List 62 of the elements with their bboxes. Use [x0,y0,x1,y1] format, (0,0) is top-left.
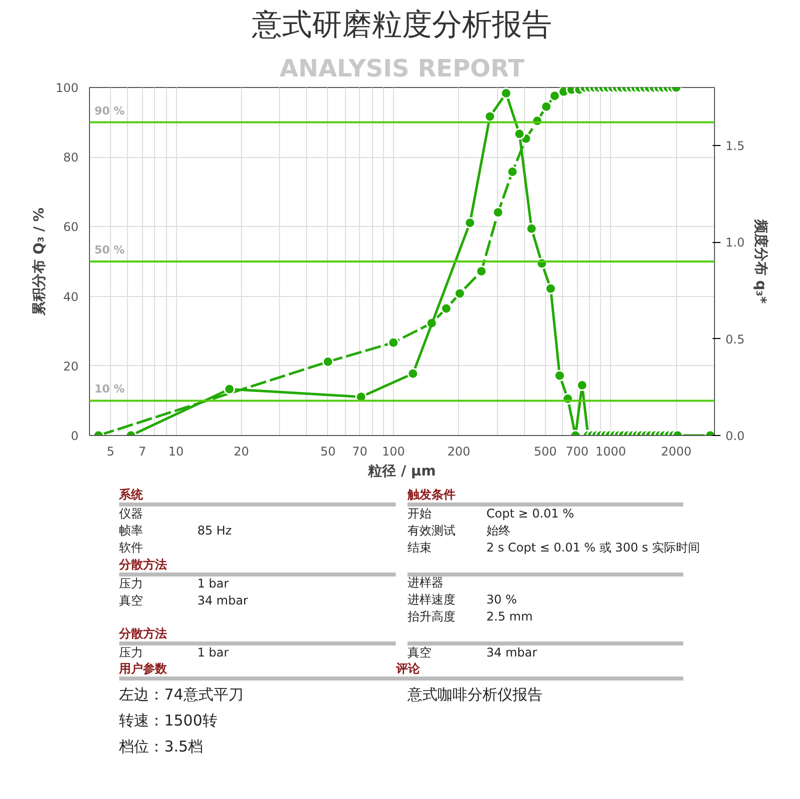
ref-line-label: 90 % [94,104,125,118]
text: 转速：1500转 [119,712,218,730]
x-tick-label: 1000 [596,444,626,458]
text: 软件 [119,540,144,554]
text: 用户参数 [118,662,168,676]
text: 档位：3.5档 [118,738,204,756]
text: 85 Hz [197,524,232,538]
text: 2 s Copt ≤ 0.01 % 或 300 s 实际时间 [486,540,700,554]
text: 意式咖啡分析仪报告 [406,686,542,704]
x-tick-label: 200 [447,444,470,458]
text: 34 mbar [486,646,538,660]
text: 分散方法 [118,558,168,572]
text: 系统 [118,488,144,502]
text: 分散方法 [118,626,168,640]
y2-tick-label: 1.5 [726,139,745,153]
y-tick-label: 20 [63,359,79,374]
text: 真空 [407,646,432,660]
y-axis-title: 累积分布 Q₃ / % [32,208,48,316]
x-tick-label: 50 [320,444,336,458]
x-tick-label: 10 [168,444,184,458]
text: 有效测试 [407,524,456,538]
text: 进样器 [407,576,444,590]
y2-tick-label: 0.0 [726,429,745,443]
y-tick-label: 40 [63,290,79,304]
text: 压力 [119,646,144,660]
text: 30 % [486,592,517,606]
text: 帧率 [119,524,144,538]
text: 仪器 [119,506,144,520]
x-tick-label: 7 [138,444,146,458]
text: 压力 [119,576,144,590]
ref-line-label: 50 % [94,244,125,256]
x-tick-label: 100 [382,444,405,458]
y2-tick-label: 0.5 [726,332,745,346]
chart-title: 意式研磨粒度分析报告 [251,8,552,42]
text: 2.5 mm [486,610,533,624]
text: 1 bar [197,646,229,660]
y2-axis-title: 频度分布 q₃* [752,218,770,304]
x-tick-label: 20 [234,444,250,458]
y-tick-label: 60 [63,220,79,234]
y-tick-label: 80 [63,150,79,165]
text: 评论 [394,662,421,676]
text: 1 bar [197,576,229,590]
text: 结束 [407,540,432,554]
ref-line-label: 10 % [94,382,125,396]
y2-tick-label: 1.0 [726,236,745,250]
x-tick-label: 70 [352,444,368,458]
x-tick-label: 5 [106,444,114,458]
text: Copt ≥ 0.01 % [486,506,574,520]
x-tick-label: 500 [534,444,557,458]
text: 开始 [407,506,432,520]
text: 左边：74意式平刀 [119,686,244,704]
text: 真空 [119,594,144,608]
text: 触发条件 [406,488,456,502]
text: 34 mbar [197,594,248,608]
text: 进样速度 [407,592,456,606]
text: 始终 [486,524,510,538]
y-tick-label: 0 [70,429,79,443]
x-tick-label: 700 [566,444,589,458]
x-tick-label: 2000 [660,444,692,458]
x-axis-title: 粒径 / µm [367,464,436,480]
text: 抬升高度 [407,610,456,624]
y-tick-label: 100 [56,81,78,95]
